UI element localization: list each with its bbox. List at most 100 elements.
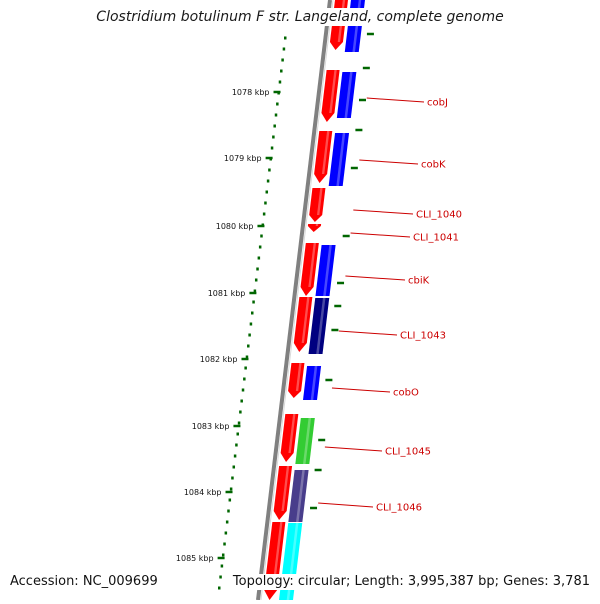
cog-block-cbiK-shine xyxy=(323,245,332,296)
scale-dot xyxy=(266,179,270,183)
gene-arrow-CLI_1040 xyxy=(309,188,326,222)
scale-dot xyxy=(225,520,229,524)
gene-arrow-CLI_1046-shine xyxy=(281,466,290,511)
scale-dot xyxy=(264,201,267,205)
gene-arrow-cobJ-shine xyxy=(329,70,337,113)
gene-label: CLI_1045 xyxy=(385,447,431,458)
scale-dot xyxy=(260,234,263,238)
gene-arrow-CLI_1045 xyxy=(280,414,299,462)
gene-arrow-cbiK-shine xyxy=(308,243,316,287)
cog-block-cobK-shine xyxy=(336,133,346,186)
gene-arrow-cobJ-body xyxy=(321,70,340,122)
scale-tick-label: 1081 kbp xyxy=(208,289,246,298)
scale-dot-track xyxy=(218,36,287,590)
scale-dot xyxy=(223,542,226,546)
accession-text: Accession: NC_009699 xyxy=(8,574,160,590)
gene-arrow-bottom-shine xyxy=(272,522,283,590)
scale-dot xyxy=(228,498,232,502)
cog-block-cobJ-shine xyxy=(344,72,353,118)
gene-arrow-CLI_1045-body xyxy=(280,414,299,462)
scale-dot xyxy=(254,278,258,282)
gene-arrow-cobO-shine xyxy=(295,363,302,391)
scale-tick-label: 1085 kbp xyxy=(176,554,214,563)
gene-arrow-CLI_1041 xyxy=(307,224,322,232)
gene-label: CLI_1046 xyxy=(376,503,422,514)
scale-dot xyxy=(236,432,239,436)
scale-dot xyxy=(284,36,287,40)
scale-dot xyxy=(270,146,274,150)
gene-leader-line xyxy=(359,159,419,165)
cog-block-CLI_1046-body xyxy=(288,470,309,522)
scale-tick-label: 1079 kbp xyxy=(224,154,262,163)
gene-arrow-cobK-shine xyxy=(321,131,330,174)
scale-dot xyxy=(273,124,276,128)
gene-arrow-CLI_1040-body xyxy=(309,188,326,222)
gene-arrow-CLI_1043-shine xyxy=(301,297,310,343)
scale-dot xyxy=(249,322,253,326)
cog-block-cobO-shine xyxy=(310,366,318,400)
scale-dot xyxy=(244,366,247,370)
scale-dot xyxy=(276,102,279,106)
scale-dot xyxy=(272,135,275,139)
cog-block-CLI_1045-body xyxy=(295,418,315,464)
cog-block-CLI_1043 xyxy=(308,298,330,354)
scale-dot xyxy=(218,586,221,590)
gene-arrow-CLI_1041-body xyxy=(307,224,322,232)
gene-leader-line xyxy=(331,387,391,393)
gene-arrow-cobO-body xyxy=(288,363,305,398)
gene-label: CLI_1040 xyxy=(416,210,462,221)
scale-dot xyxy=(224,531,228,535)
gene-leader-line xyxy=(350,232,411,238)
gene-labels: cobJ cobK CLI_1040 CLI_1041 cbiK CLI_1043 cobO… xyxy=(318,98,462,514)
cog-block-cobO xyxy=(303,366,322,400)
scale-dot xyxy=(248,333,251,337)
scale-tick-label: 1082 kbp xyxy=(200,355,238,364)
scale-dot xyxy=(268,168,271,172)
gene-arrow-CLI_1046 xyxy=(273,466,293,520)
genome-summary-text: Topology: circular; Length: 3,995,387 bp… xyxy=(230,574,592,590)
cog-block-cbiK-body xyxy=(315,245,336,296)
cog-block-cobJ-body xyxy=(336,72,357,118)
cog-block-CLI_1046 xyxy=(288,470,309,522)
scale-dot xyxy=(233,454,237,458)
scale-dot xyxy=(239,410,242,414)
scale-dot xyxy=(257,256,261,260)
gene-label: cbiK xyxy=(408,276,430,287)
cog-block-cobK-body xyxy=(328,133,350,186)
scale-tick-label: 1084 kbp xyxy=(184,488,222,497)
gene-leader-line xyxy=(324,446,383,452)
gene-arrow-CLI_1043 xyxy=(293,297,313,352)
gene-arrow-cbiK-body xyxy=(300,243,319,296)
backbone-line xyxy=(256,0,332,601)
gene-label: cobK xyxy=(421,160,446,171)
gene-label: CLI_1041 xyxy=(413,233,459,244)
cog-block-CLI_1046-shine xyxy=(296,470,305,522)
gene-arrow-CLI_1045-shine xyxy=(288,414,296,453)
gene-arrow-cbiK xyxy=(300,243,319,296)
scale-dot xyxy=(219,575,222,579)
scale-dot xyxy=(220,564,224,568)
scale-dot xyxy=(229,487,233,491)
scale-dot xyxy=(241,388,245,392)
gene-arrow-cobK xyxy=(314,131,333,183)
scale-dot xyxy=(253,289,257,293)
scale-dot xyxy=(227,509,230,513)
gene-arrow-CLI_1040-shine xyxy=(317,188,323,215)
gene-arrow-cobK-body xyxy=(314,131,333,183)
cog-block-CLI_1043-body xyxy=(308,298,330,354)
cog-block-CLI_1045-shine xyxy=(303,418,312,464)
scale-dot xyxy=(258,245,262,249)
scale-dot xyxy=(243,377,246,381)
cog-block-cobO-body xyxy=(303,366,322,400)
scale-dot xyxy=(262,212,266,216)
cog-block-cbiK xyxy=(315,245,336,296)
gene-leader-line xyxy=(338,330,398,336)
gene-arrow-CLI_1041-shine xyxy=(315,224,319,226)
scale-tick-label: 1083 kbp xyxy=(192,422,230,431)
scale-dot xyxy=(221,553,225,557)
scale-dot xyxy=(240,399,243,403)
map-title: Clostridium botulinum F str. Langeland, … xyxy=(0,8,600,26)
gene-arrow-CLI_1046-body xyxy=(273,466,293,520)
scale-dot xyxy=(256,267,259,271)
